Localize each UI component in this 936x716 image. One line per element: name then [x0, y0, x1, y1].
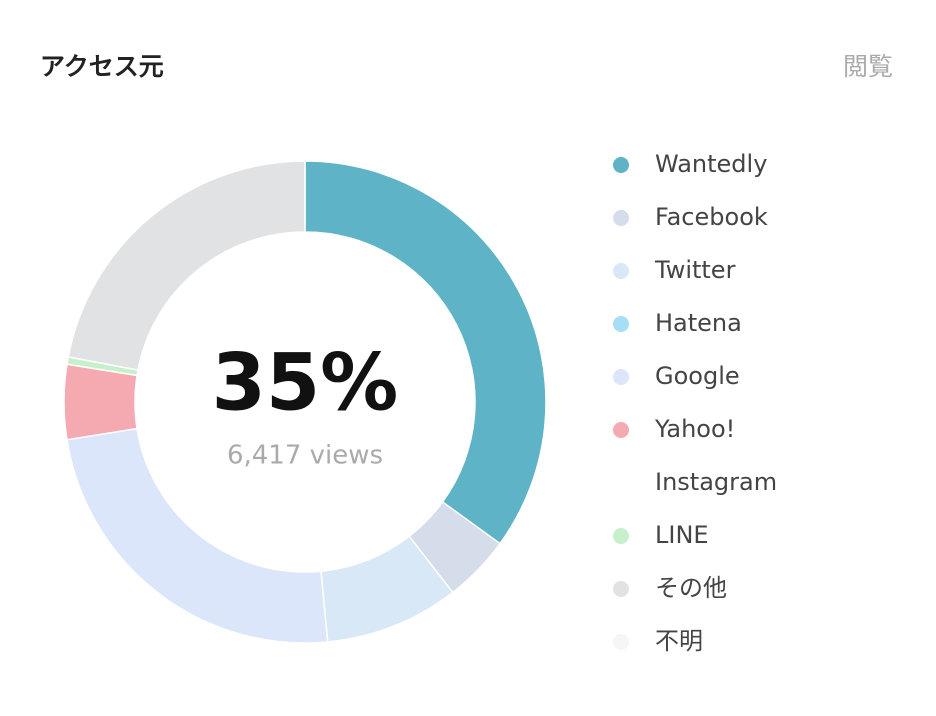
legend-swatch	[613, 634, 629, 650]
legend-label: Yahoo!	[654, 415, 735, 443]
header-link[interactable]: 閲覧	[843, 52, 893, 81]
legend-label: Hatena	[655, 309, 742, 337]
legend-label: LINE	[655, 521, 709, 549]
legend-swatch	[613, 157, 629, 173]
legend-swatch	[613, 528, 629, 544]
slice	[67, 160, 306, 372]
legend-swatch	[613, 369, 629, 385]
donut	[63, 160, 547, 644]
legend-label: Twitter	[654, 256, 736, 284]
slice	[304, 160, 547, 545]
legend: Wantedly Facebook Twitter Hatena Google Yahoo…	[613, 150, 777, 655]
legend-label: その他	[655, 574, 727, 602]
legend-swatch	[613, 581, 629, 597]
legend-swatch	[613, 422, 629, 438]
legend-label: Instagram	[655, 468, 777, 496]
legend-swatch	[613, 316, 629, 332]
legend-swatch	[613, 263, 629, 279]
legend-swatch	[613, 475, 629, 491]
chart-title: アクセス元	[40, 52, 164, 81]
slice	[63, 363, 138, 441]
legend-label: Wantedly	[655, 150, 767, 178]
legend-label: Google	[655, 362, 740, 390]
center-label: 35%	[212, 338, 399, 428]
slice	[66, 427, 329, 644]
legend-label: 不明	[655, 627, 703, 655]
center-sublabel: 6,417 views	[227, 441, 383, 471]
legend-swatch	[613, 210, 629, 226]
legend-label: Facebook	[655, 203, 768, 231]
